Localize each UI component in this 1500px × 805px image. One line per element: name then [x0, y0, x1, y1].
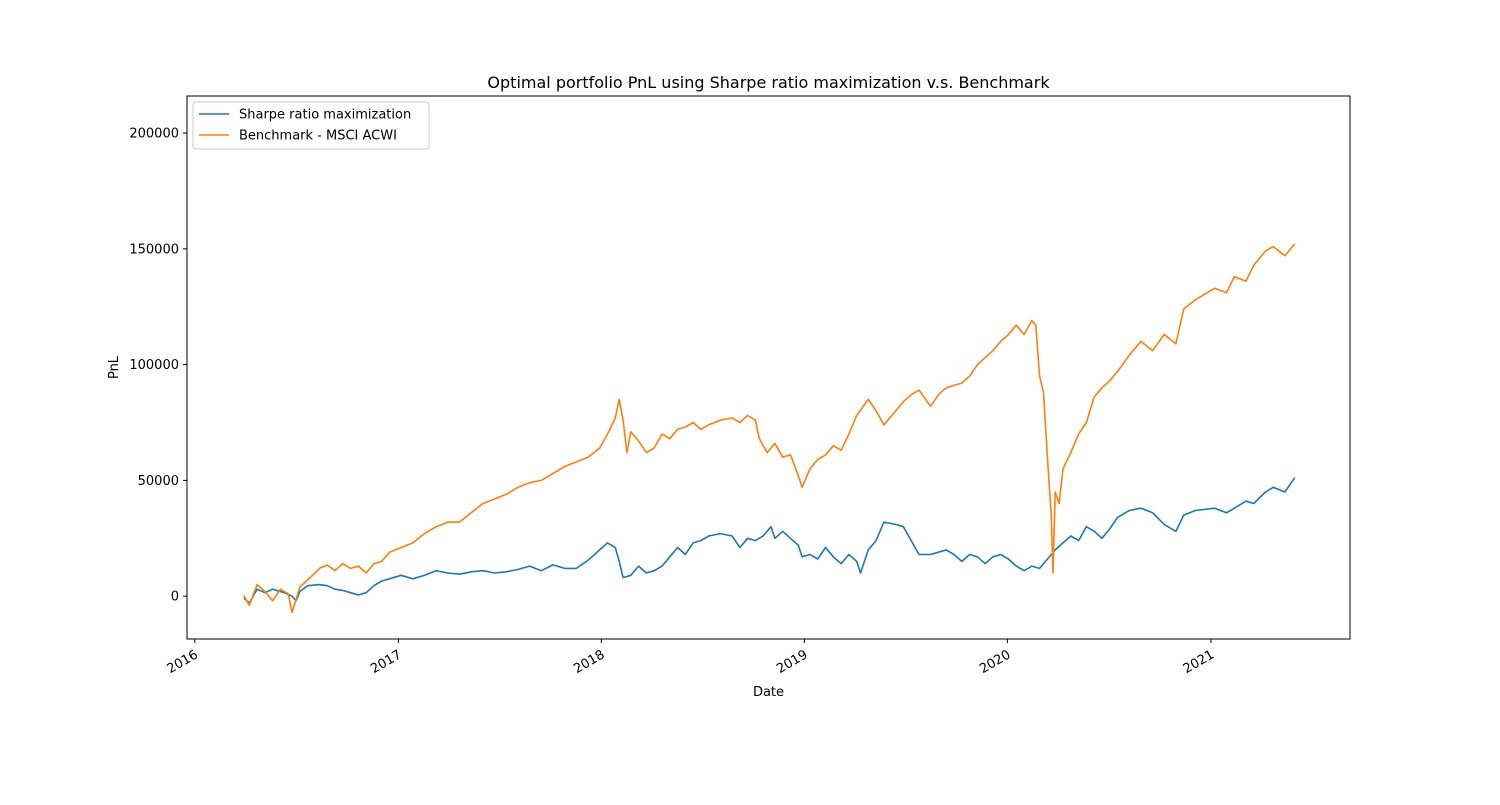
x-axis: 2016 2017 2018 2019 2020 2021 [165, 639, 1217, 677]
y-tick-label: 200000 [129, 127, 179, 142]
y-axis-title: PnL [107, 355, 122, 379]
x-axis-title: Date [753, 685, 784, 700]
series-line-benchmark [243, 243, 1296, 614]
x-tick-label: 2018 [571, 647, 607, 677]
x-tick-label: 2016 [165, 647, 201, 677]
y-axis: 0 50000 100000 150000 200000 [129, 127, 187, 605]
x-tick-label: 2017 [368, 647, 404, 677]
legend-label-sharpe: Sharpe ratio maximization [239, 108, 411, 123]
series-line-sharpe [243, 477, 1296, 604]
legend-box [192, 101, 430, 150]
y-tick-label: 100000 [129, 358, 179, 373]
legend: Sharpe ratio maximization Benchmark - MS… [192, 101, 430, 150]
y-tick-label: 150000 [129, 242, 179, 257]
legend-label-benchmark: Benchmark - MSCI ACWI [239, 129, 397, 144]
series-layer [243, 243, 1296, 614]
x-tick-label: 2020 [977, 647, 1013, 677]
x-tick-label: 2021 [1181, 647, 1217, 677]
chart-title: Optimal portfolio PnL using Sharpe ratio… [487, 73, 1050, 92]
y-tick-label: 50000 [138, 474, 179, 489]
x-tick-label: 2019 [774, 647, 810, 677]
plot-frame [186, 95, 1351, 640]
y-tick-label: 0 [171, 590, 179, 605]
